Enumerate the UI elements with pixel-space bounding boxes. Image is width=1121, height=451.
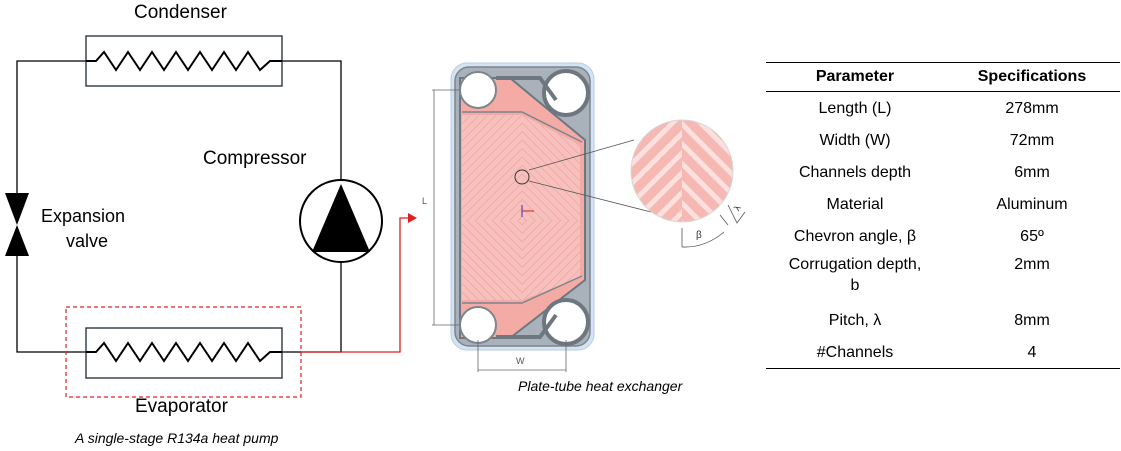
spec-cell: 8mm [1014, 311, 1050, 329]
spec-cell: 6mm [1014, 163, 1050, 181]
port-top-left [459, 71, 497, 109]
detail-marker [514, 169, 530, 185]
header-specifications: Specifications [944, 62, 1120, 92]
param-line-2: b [850, 277, 860, 294]
dimension-lines [432, 89, 567, 372]
spec-cell: 72mm [1009, 131, 1055, 149]
condenser-label: Condenser [134, 2, 227, 23]
heat-pump-caption: A single-stage R134a heat pump [75, 430, 279, 446]
param-line-1: Corrugation depth, [788, 256, 922, 273]
table-row: Corrugation depth, b 2mm [766, 252, 1120, 304]
evaporator-coil [86, 341, 282, 363]
table-row: Pitch, λ 8mm [766, 304, 1120, 336]
param-cell: Pitch, λ [828, 311, 882, 329]
header-parameter: Parameter [766, 62, 944, 92]
port-top-right [542, 69, 590, 117]
spec-cell: Aluminum [996, 195, 1068, 213]
zoom-leader-lines [528, 139, 652, 213]
specifications-table: Parameter Specifications Length (L) 278m… [766, 62, 1120, 369]
param-cell: Chevron angle, β [793, 227, 917, 245]
corrugation-zoom [630, 119, 746, 248]
spec-cell: 65º [1020, 227, 1044, 245]
condenser-coil [86, 50, 282, 72]
table-row: Channels depth 6mm [766, 156, 1120, 188]
plate-heat-exchanger [450, 62, 595, 351]
table-row: Width (W) 72mm [766, 124, 1120, 156]
param-cell: Width (W) [819, 131, 891, 149]
param-cell: #Channels [766, 336, 944, 369]
table-row: Chevron angle, β 65º [766, 220, 1120, 252]
expansion-valve-label-line1: Expansion [41, 206, 126, 226]
condenser [85, 35, 283, 87]
beta-mark: β [696, 230, 702, 241]
compressor-icon [299, 179, 383, 263]
table-row: Material Aluminum [766, 188, 1120, 220]
expansion-valve-icon [5, 193, 29, 256]
evaporator [65, 306, 302, 398]
connector-arrow [301, 213, 417, 353]
table-row: #Channels 4 [766, 336, 1120, 369]
compressor-label: Compressor [203, 148, 307, 169]
param-cell: Material [826, 195, 884, 213]
param-cell: Length (L) [818, 99, 892, 117]
length-mark: L [422, 196, 428, 206]
width-mark: W [516, 356, 525, 366]
spec-cell: 2mm [1014, 256, 1050, 273]
table-row: Length (L) 278mm [766, 92, 1120, 125]
spec-cell: 278mm [1005, 99, 1059, 117]
expansion-valve-label-line2: valve [66, 231, 109, 251]
table-header-row: Parameter Specifications [766, 62, 1120, 92]
param-cell: Channels depth [798, 163, 912, 181]
heat-exchanger-caption: Plate-tube heat exchanger [518, 378, 683, 394]
param-cell: Corrugation depth, b [766, 252, 944, 304]
port-bottom-left [459, 306, 497, 344]
spec-cell: 4 [944, 336, 1120, 369]
evaporator-label: Evaporator [135, 396, 228, 417]
